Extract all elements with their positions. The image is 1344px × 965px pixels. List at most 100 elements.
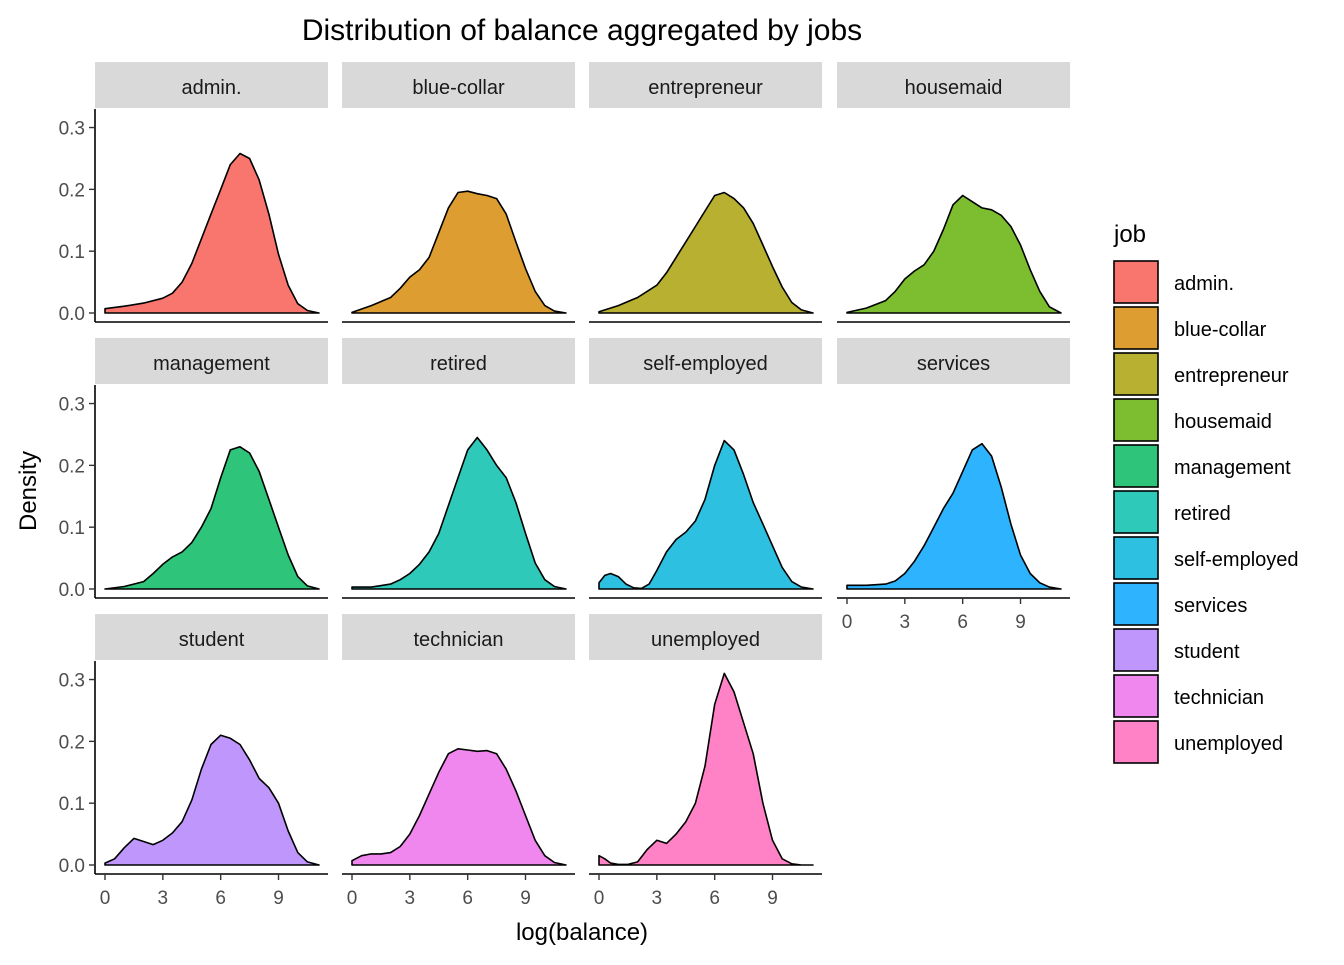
x-tick-label-unemployed-2: 6 bbox=[709, 888, 720, 909]
facet-strip-housemaid bbox=[837, 62, 1070, 108]
density-area-retired bbox=[351, 436, 567, 590]
y-tick-label-management-2: 0.2 bbox=[59, 456, 85, 477]
x-tick-label-student-0: 0 bbox=[100, 888, 111, 909]
facet-panel-technician: technician 0 3 6 9 bbox=[342, 614, 575, 909]
facet-strip-label-housemaid: housemaid bbox=[905, 77, 1003, 99]
facet-strip-label-self-employed: self-employed bbox=[643, 353, 768, 375]
legend-key-blue-collar bbox=[1113, 306, 1159, 350]
facet-panel-admin: admin. 0.0 0.1 0.2 0.3 bbox=[59, 62, 328, 325]
y-axis-title: Density bbox=[15, 451, 42, 531]
legend-key-retired bbox=[1113, 490, 1159, 534]
legend-key-management bbox=[1113, 444, 1159, 488]
legend-label-management: management bbox=[1174, 457, 1291, 479]
legend-item-housemaid: housemaid bbox=[1113, 398, 1272, 442]
x-tick-label-student-3: 9 bbox=[273, 888, 284, 909]
facet-strip-label-unemployed: unemployed bbox=[651, 629, 760, 651]
x-tick-label-student-1: 3 bbox=[158, 888, 169, 909]
y-tick-label-management-1: 0.1 bbox=[59, 518, 85, 539]
facet-strip-technician bbox=[342, 614, 575, 660]
density-area-admin bbox=[104, 152, 320, 314]
x-tick-label-technician-3: 9 bbox=[520, 888, 531, 909]
facet-strip-label-admin: admin. bbox=[181, 77, 241, 99]
density-area-technician bbox=[351, 748, 567, 866]
density-area-blue-collar bbox=[351, 190, 567, 314]
facet-panel-student: student 0.0 0.1 0.2 0.3 0 3 6 9 bbox=[59, 614, 328, 909]
y-tick-label-student-3: 0.3 bbox=[59, 671, 85, 692]
y-tick-label-student-0: 0.0 bbox=[59, 856, 85, 877]
legend-label-student: student bbox=[1174, 641, 1240, 663]
x-tick-label-unemployed-0: 0 bbox=[594, 888, 605, 909]
facet-strip-services bbox=[837, 338, 1070, 384]
legend-item-unemployed: unemployed bbox=[1113, 720, 1283, 764]
facet-panel-retired: retired bbox=[342, 338, 575, 599]
legend-item-technician: technician bbox=[1113, 674, 1264, 718]
facet-strip-blue-collar bbox=[342, 62, 575, 108]
legend-label-entrepreneur: entrepreneur bbox=[1174, 365, 1289, 387]
x-tick-label-unemployed-3: 9 bbox=[767, 888, 778, 909]
facet-strip-admin bbox=[95, 62, 328, 108]
legend-item-services: services bbox=[1113, 582, 1247, 626]
facet-strip-label-entrepreneur: entrepreneur bbox=[648, 77, 763, 99]
x-tick-label-services-2: 6 bbox=[957, 612, 968, 633]
legend-key-admin bbox=[1113, 260, 1159, 304]
legend-label-retired: retired bbox=[1174, 503, 1231, 525]
legend-item-student: student bbox=[1113, 628, 1240, 672]
x-tick-label-services-0: 0 bbox=[842, 612, 853, 633]
y-tick-label-admin-1: 0.1 bbox=[59, 242, 85, 263]
legend-item-entrepreneur: entrepreneur bbox=[1113, 352, 1289, 396]
density-area-services bbox=[846, 442, 1062, 590]
legend-key-housemaid bbox=[1113, 398, 1159, 442]
legend-key-entrepreneur bbox=[1113, 352, 1159, 396]
facet-strip-label-blue-collar: blue-collar bbox=[412, 77, 505, 99]
facet-strip-label-management: management bbox=[153, 353, 270, 375]
facet-strip-label-student: student bbox=[179, 629, 245, 651]
legend-key-services bbox=[1113, 582, 1159, 626]
x-tick-label-services-3: 9 bbox=[1015, 612, 1026, 633]
legend-label-admin: admin. bbox=[1174, 273, 1234, 295]
y-tick-label-admin-2: 0.2 bbox=[59, 180, 85, 201]
x-tick-label-student-2: 6 bbox=[215, 888, 226, 909]
legend-label-self-employed: self-employed bbox=[1174, 549, 1299, 571]
density-area-management bbox=[104, 446, 320, 590]
density-area-housemaid bbox=[846, 194, 1062, 314]
facet-strip-self-employed bbox=[589, 338, 822, 384]
y-tick-label-admin-3: 0.3 bbox=[59, 119, 85, 140]
facet-panels: admin. 0.0 0.1 0.2 0.3 blue-collar entrepreneu… bbox=[59, 62, 1070, 909]
facet-panel-blue-collar: blue-collar bbox=[342, 62, 575, 323]
legend-title: job bbox=[1113, 221, 1146, 248]
y-tick-label-admin-0: 0.0 bbox=[59, 304, 85, 325]
x-axis-title: log(balance) bbox=[516, 919, 648, 946]
facet-panel-housemaid: housemaid bbox=[837, 62, 1070, 323]
legend-key-technician bbox=[1113, 674, 1159, 718]
facet-strip-label-technician: technician bbox=[413, 629, 503, 651]
facet-strip-unemployed bbox=[589, 614, 822, 660]
facet-strip-entrepreneur bbox=[589, 62, 822, 108]
y-tick-label-management-0: 0.0 bbox=[59, 580, 85, 601]
legend-label-unemployed: unemployed bbox=[1174, 733, 1283, 755]
y-tick-label-student-1: 0.1 bbox=[59, 794, 85, 815]
density-area-student bbox=[104, 734, 320, 866]
legend-label-technician: technician bbox=[1174, 687, 1264, 709]
legend: job admin. blue-collar entrepreneur housema… bbox=[1113, 221, 1299, 764]
y-tick-label-student-2: 0.2 bbox=[59, 732, 85, 753]
facet-panel-self-employed: self-employed bbox=[589, 338, 822, 599]
facet-strip-student bbox=[95, 614, 328, 660]
chart-title: Distribution of balance aggregated by jo… bbox=[302, 14, 862, 47]
legend-label-blue-collar: blue-collar bbox=[1174, 319, 1267, 341]
facet-strip-label-retired: retired bbox=[430, 353, 487, 375]
facet-panel-management: management 0.0 0.1 0.2 0.3 bbox=[59, 338, 328, 601]
legend-key-student bbox=[1113, 628, 1159, 672]
legend-item-retired: retired bbox=[1113, 490, 1231, 534]
facet-strip-management bbox=[95, 338, 328, 384]
x-tick-label-unemployed-1: 3 bbox=[652, 888, 663, 909]
legend-item-self-employed: self-employed bbox=[1113, 536, 1299, 580]
x-tick-label-technician-0: 0 bbox=[347, 888, 358, 909]
facet-panel-services: services 0 3 6 9 bbox=[837, 338, 1070, 633]
facet-panel-entrepreneur: entrepreneur bbox=[589, 62, 822, 323]
legend-item-blue-collar: blue-collar bbox=[1113, 306, 1267, 350]
y-tick-label-management-3: 0.3 bbox=[59, 395, 85, 416]
density-area-entrepreneur bbox=[598, 191, 814, 314]
legend-label-housemaid: housemaid bbox=[1174, 411, 1272, 433]
legend-item-admin: admin. bbox=[1113, 260, 1234, 304]
